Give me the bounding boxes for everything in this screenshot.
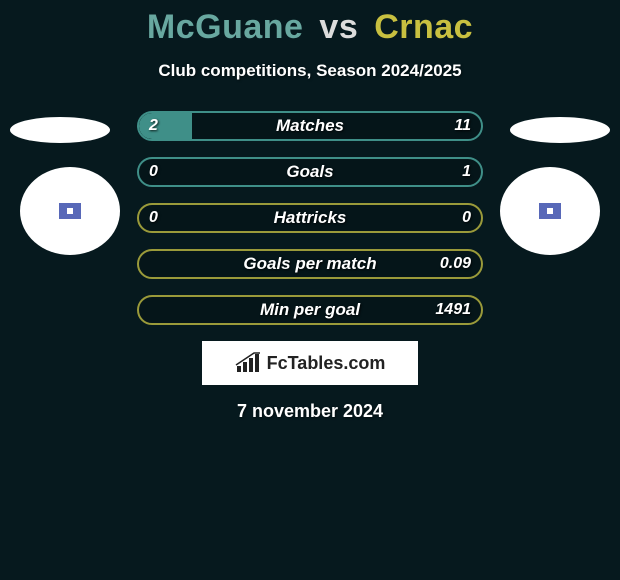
player1-avatar [20,167,120,255]
brand-text: FcTables.com [267,353,386,374]
stat-row: Goals per match0.09 [137,249,483,279]
stat-row: 0Goals1 [137,157,483,187]
vs-label: vs [319,8,358,46]
player2-badge-ellipse [510,117,610,143]
player2-name: Crnac [374,8,473,46]
page-title: McGuane vs Crnac [0,8,620,47]
stat-label: Goals per match [139,251,481,277]
stat-value-left: 0 [149,205,158,231]
stats-section: 2Matches110Goals10Hattricks0Goals per ma… [0,111,620,325]
stat-value-right: 11 [454,113,471,139]
stat-value-left: 2 [149,113,158,139]
chart-icon [235,352,261,374]
stat-value-left: 0 [149,159,158,185]
stat-value-right: 1 [462,159,471,185]
subtitle: Club competitions, Season 2024/2025 [0,61,620,81]
date-label: 7 november 2024 [0,401,620,422]
stat-bars: 2Matches110Goals10Hattricks0Goals per ma… [137,111,483,325]
stat-row: 0Hattricks0 [137,203,483,233]
player1-badge-ellipse [10,117,110,143]
stat-value-right: 0 [462,205,471,231]
player1-flag-icon [59,203,81,219]
stat-value-right: 1491 [435,297,471,323]
comparison-card: McGuane vs Crnac Club competitions, Seas… [0,0,620,422]
stat-row: 2Matches11 [137,111,483,141]
player2-flag-icon [539,203,561,219]
player1-name: McGuane [147,8,304,46]
stat-fill-left [139,113,192,139]
stat-label: Goals [139,159,481,185]
stat-label: Hattricks [139,205,481,231]
brand-box[interactable]: FcTables.com [202,341,418,385]
stat-label: Min per goal [139,297,481,323]
stat-row: Min per goal1491 [137,295,483,325]
player2-avatar [500,167,600,255]
stat-value-right: 0.09 [440,251,471,277]
